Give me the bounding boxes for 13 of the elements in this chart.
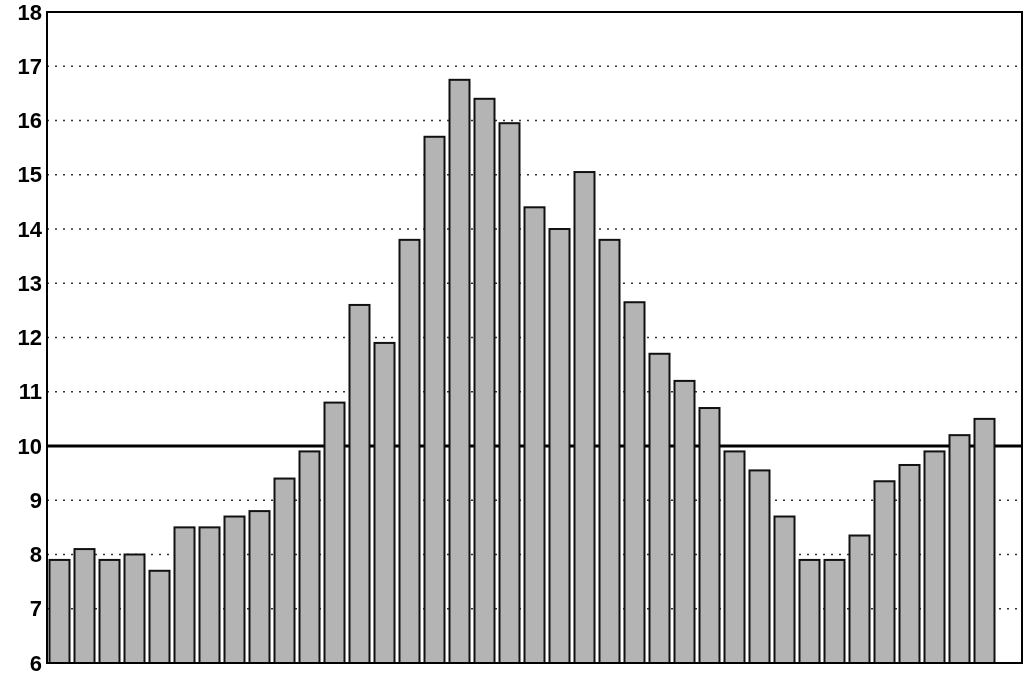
y-tick-label: 12 — [17, 325, 42, 351]
y-tick-label: 17 — [17, 53, 42, 79]
y-tick-label: 11 — [18, 379, 42, 405]
y-tick-label: 16 — [17, 108, 42, 134]
y-tick-label: 14 — [17, 216, 43, 242]
y-tick-label: 7 — [29, 596, 42, 622]
y-tick-label: 9 — [29, 487, 42, 513]
y-tick-label: 8 — [29, 542, 42, 568]
y-tick-label: 18 — [17, 0, 42, 25]
y-tick-label: 15 — [17, 162, 42, 188]
y-tick-label: 13 — [17, 270, 42, 296]
y-tick-label: 10 — [17, 433, 42, 459]
y-tick-label: 6 — [29, 650, 42, 675]
